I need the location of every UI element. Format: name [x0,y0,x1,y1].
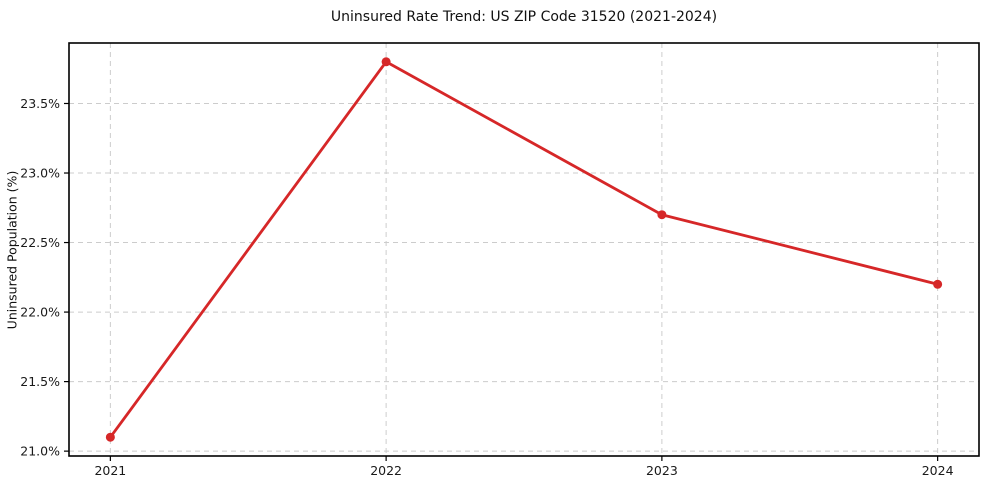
data-point-marker [657,210,667,220]
y-tick-label: 23.0% [20,166,60,181]
x-tick-label: 2021 [94,463,126,478]
y-tick-label: 21.5% [20,374,60,389]
plot-border [68,42,980,457]
y-tick-label: 23.5% [20,96,60,111]
y-tick-label: 22.5% [20,235,60,250]
y-tick-label: 21.0% [20,444,60,459]
x-tick-label: 2024 [922,463,954,478]
chart-title: Uninsured Rate Trend: US ZIP Code 31520 … [330,9,718,25]
x-tick-label: 2023 [646,463,678,478]
data-point-marker [381,57,391,67]
y-tick-label: 22.0% [20,305,60,320]
x-tick-label: 2022 [370,463,402,478]
trend-line [108,60,940,439]
data-point-marker [933,279,943,289]
data-point-marker [105,432,115,442]
